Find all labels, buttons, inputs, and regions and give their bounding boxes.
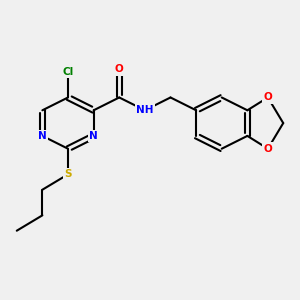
Text: NH: NH — [136, 105, 154, 115]
Text: O: O — [115, 64, 124, 74]
Text: O: O — [263, 92, 272, 103]
Text: Cl: Cl — [62, 67, 74, 77]
Text: N: N — [89, 131, 98, 141]
Text: S: S — [64, 169, 72, 179]
Text: O: O — [263, 144, 272, 154]
Text: N: N — [38, 131, 47, 141]
